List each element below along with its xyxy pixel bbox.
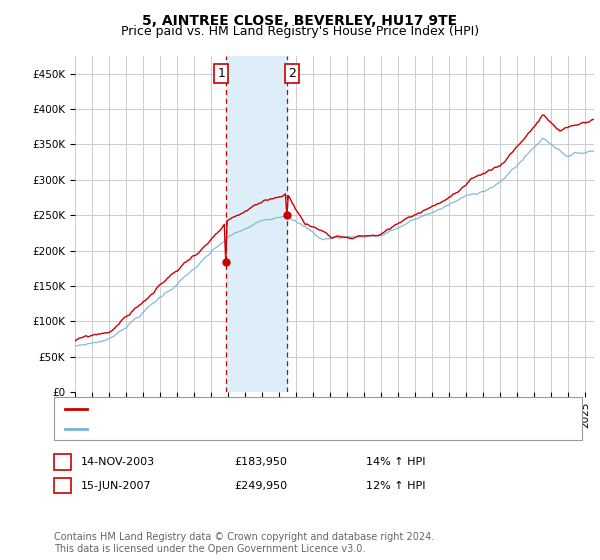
- Text: 14-NOV-2003: 14-NOV-2003: [81, 457, 155, 467]
- Text: 5, AINTREE CLOSE, BEVERLEY, HU17 9TE (detached house): 5, AINTREE CLOSE, BEVERLEY, HU17 9TE (de…: [92, 404, 415, 414]
- Text: 15-JUN-2007: 15-JUN-2007: [81, 480, 152, 491]
- Text: 2: 2: [58, 479, 67, 492]
- Text: 2: 2: [288, 67, 296, 80]
- Text: £249,950: £249,950: [234, 480, 287, 491]
- Text: Price paid vs. HM Land Registry's House Price Index (HPI): Price paid vs. HM Land Registry's House …: [121, 25, 479, 38]
- Text: 1: 1: [58, 455, 67, 469]
- Text: 14% ↑ HPI: 14% ↑ HPI: [366, 457, 425, 467]
- Text: 1: 1: [217, 67, 225, 80]
- Text: HPI: Average price, detached house, East Riding of Yorkshire: HPI: Average price, detached house, East…: [92, 424, 422, 434]
- Text: £183,950: £183,950: [234, 457, 287, 467]
- Bar: [226, 56, 287, 392]
- Text: 12% ↑ HPI: 12% ↑ HPI: [366, 480, 425, 491]
- Text: 5, AINTREE CLOSE, BEVERLEY, HU17 9TE: 5, AINTREE CLOSE, BEVERLEY, HU17 9TE: [142, 14, 458, 28]
- Text: Contains HM Land Registry data © Crown copyright and database right 2024.
This d: Contains HM Land Registry data © Crown c…: [54, 532, 434, 554]
